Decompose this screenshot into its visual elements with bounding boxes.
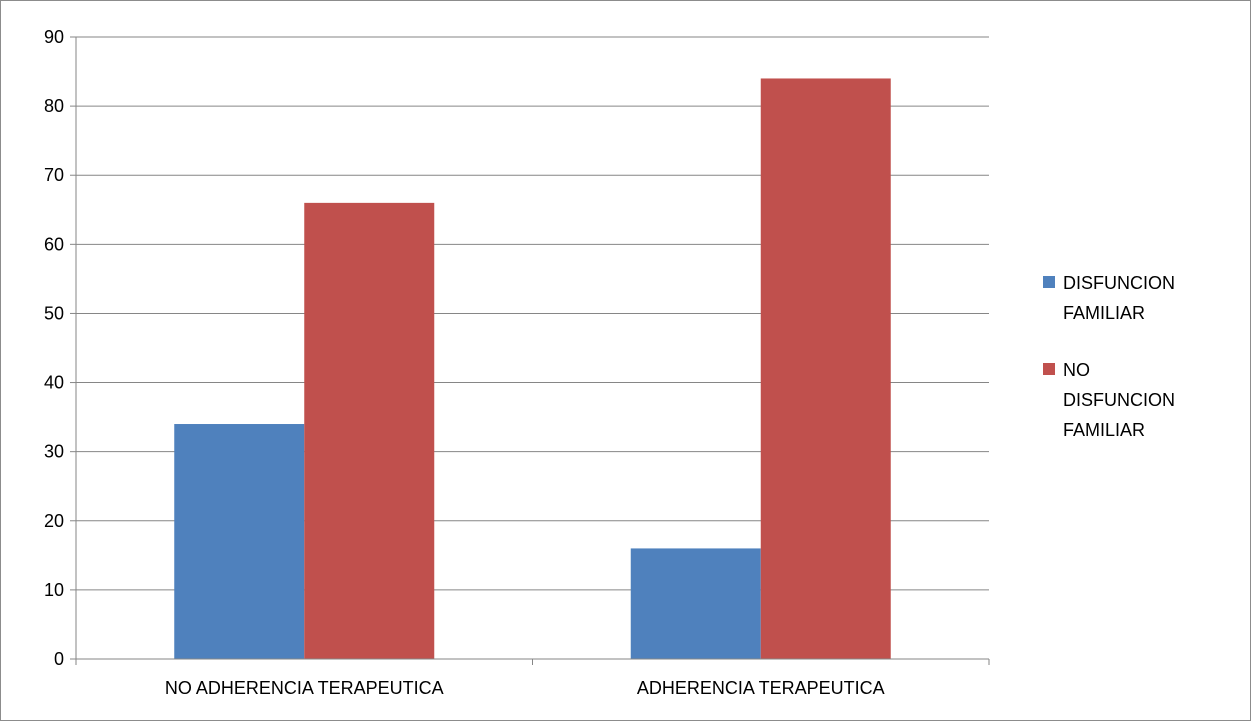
y-tick-label: 90 xyxy=(44,27,64,47)
legend-label-line: FAMILIAR xyxy=(1063,303,1145,323)
y-tick-label: 70 xyxy=(44,165,64,185)
y-tick-label: 40 xyxy=(44,373,64,393)
legend-label-line: DISFUNCION xyxy=(1063,390,1175,410)
legend-swatch xyxy=(1043,276,1055,288)
bar-no-disfuncion-familiar xyxy=(304,202,435,659)
legend-swatch xyxy=(1043,363,1055,375)
bars xyxy=(174,78,891,659)
y-tick-label: 30 xyxy=(44,442,64,462)
bar-disfuncion-familiar xyxy=(630,548,761,659)
legend-label-line: DISFUNCION xyxy=(1063,273,1175,293)
y-tick-labels: 0 10 20 30 40 50 60 70 80 90 xyxy=(44,27,64,669)
legend-label: DISFUNCION FAMILIAR xyxy=(1063,273,1175,323)
legend-label-line: NO xyxy=(1063,360,1090,380)
bar-disfuncion-familiar xyxy=(174,424,305,659)
y-tick-label: 0 xyxy=(54,649,64,669)
y-tick-label: 80 xyxy=(44,96,64,116)
legend-label-line: FAMILIAR xyxy=(1063,420,1145,440)
x-category-label: NO ADHERENCIA TERAPEUTICA xyxy=(165,678,444,698)
y-tick-label: 60 xyxy=(44,234,64,254)
bar-no-disfuncion-familiar xyxy=(760,78,891,659)
axes xyxy=(70,36,990,665)
x-category-labels: NO ADHERENCIA TERAPEUTICA ADHERENCIA TERA… xyxy=(165,678,885,698)
x-category-label: ADHERENCIA TERAPEUTICA xyxy=(637,678,885,698)
legend: DISFUNCION FAMILIAR NO DISFUNCION FAMILIAR xyxy=(1043,273,1175,440)
legend-label: NO DISFUNCION FAMILIAR xyxy=(1063,360,1175,440)
y-tick-label: 20 xyxy=(44,511,64,531)
y-tick-label: 50 xyxy=(44,303,64,323)
y-tick-label: 10 xyxy=(44,580,64,600)
